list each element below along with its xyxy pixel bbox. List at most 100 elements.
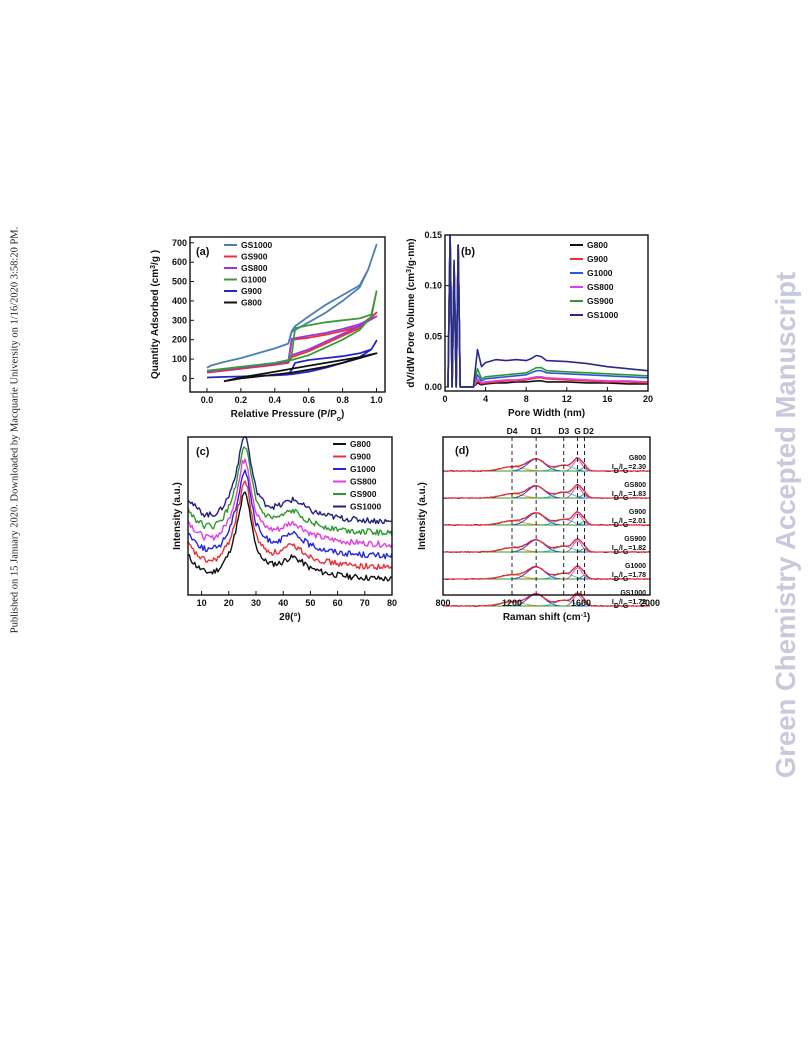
panel-a-series-line — [206, 290, 378, 372]
panel-d-sample-label: G800 — [629, 455, 646, 462]
panel-d-ratio-label-part: =1.78 — [628, 572, 646, 579]
panel-d-ratio-label: ID/IG=1.72 — [612, 599, 646, 610]
panel-d-ratio-label: ID/IG=1.78 — [612, 572, 646, 583]
panel-a-isotherms: 0.0 0.2 0.4 0.6 0.8 1.0 0 100 200 300 400 500 600 700… — [150, 236, 386, 423]
panel-d-ratio-label-part: =1.83 — [628, 491, 646, 498]
panel-d-x-axis-title-part: Raman shift (cm — [503, 612, 581, 623]
panel-a-xtick-label: 1.0 — [370, 395, 383, 405]
panel-d-ratio-label-part: D — [614, 468, 619, 475]
panel-d-sample-label: GS800 — [624, 482, 646, 489]
panel-a-xtick-label: 0.0 — [201, 395, 214, 405]
panel-d-x-axis-title-part: ) — [587, 612, 590, 623]
panel-d-spectrum — [442, 565, 651, 581]
panel-d-band-label: D3 — [558, 426, 569, 436]
panel-c-label: (c) — [196, 446, 210, 458]
panel-d-fit-line — [443, 592, 650, 607]
panel-b-legend-label: GS800 — [587, 282, 614, 292]
panel-b-x-axis-title: Pore Width (nm) — [508, 408, 585, 419]
panel-a-y-axis-title-part: 3 — [150, 265, 157, 269]
panel-a-ytick-label: 700 — [172, 238, 187, 248]
panel-d-ratio-label-part: G — [623, 522, 629, 529]
panel-a-series-line — [206, 243, 378, 369]
panel-c-series-line — [187, 436, 393, 525]
panel-d-ratio-label: ID/IG=2.30 — [612, 464, 646, 475]
panel-b-ytick-label: 0.15 — [424, 230, 442, 240]
panel-a-ytick-label: 200 — [172, 335, 187, 345]
panel-d-ratio-label-part: /I — [619, 599, 623, 606]
panel-d-label: (d) — [455, 445, 469, 457]
panel-a-xtick-label: 0.2 — [235, 395, 248, 405]
panel-d-x-axis-title-part: -1 — [581, 612, 587, 619]
panel-c-legend-label: G1000 — [350, 464, 376, 474]
panel-c-legend-label: G800 — [350, 439, 371, 449]
panel-c-xrd: 10 20 30 40 50 60 70 80 (c) G800 G900 G1000 GS800 GS9… — [172, 436, 397, 623]
panel-a-legend-label: GS1000 — [241, 240, 272, 250]
panel-a-y-axis-title-part: /g ) — [150, 250, 161, 265]
accepted-manuscript-watermark: Green Chemistry Accepted Manuscript — [764, 240, 808, 810]
panel-b-pore-distribution: 0 4 8 12 16 20 0.00 0.05 0.10 0.15 (b) G800 G900 G100… — [406, 230, 654, 419]
panel-d-ratio-label-part: /I — [619, 464, 623, 471]
panel-a-legend-label: GS800 — [241, 263, 268, 273]
panel-c-series-line — [187, 458, 393, 548]
panel-d-ratio-label-part: I — [612, 599, 614, 606]
panel-a-label: (a) — [196, 246, 210, 258]
panel-c-xtick-label: 40 — [278, 598, 288, 608]
publication-side-note: Published on 15 January 2020. Downloaded… — [8, 225, 22, 635]
panel-b-xtick-label: 8 — [524, 394, 529, 404]
panel-d-ratio-label-part: D — [614, 549, 619, 556]
panel-c-xtick-label: 10 — [197, 598, 207, 608]
panel-a-ytick-label: 600 — [172, 257, 187, 267]
panel-c-xtick-label: 20 — [224, 598, 234, 608]
panel-b-legend-label: G900 — [587, 254, 608, 264]
panel-b-xtick-label: 12 — [562, 394, 572, 404]
panel-d-ratio-label-part: /I — [619, 491, 623, 498]
panel-a-y-axis-title-part: Quantity Adsorbed (cm — [150, 269, 161, 379]
panel-d-ratio-label-part: =2.01 — [628, 518, 646, 525]
panel-d-ratio-label-part: I — [612, 464, 614, 471]
panel-b-label: (b) — [461, 246, 475, 258]
panel-d-ratio-label-part: /I — [619, 572, 623, 579]
panel-d-sample-label: G1000 — [625, 563, 646, 570]
panel-d-xtick-label: 1200 — [502, 598, 522, 608]
panel-a-series-line — [206, 315, 378, 373]
panel-b-xtick-label: 4 — [483, 394, 488, 404]
panel-c-y-axis-title: Intensity (a.u.) — [172, 482, 183, 550]
panel-c-xtick-label: 60 — [333, 598, 343, 608]
panel-b-xtick-label: 0 — [442, 394, 447, 404]
panel-c-xtick-label: 30 — [251, 598, 261, 608]
panel-a-legend-label: GS900 — [241, 252, 268, 262]
publication-side-note-text: Published on 15 January 2020. Downloaded… — [9, 226, 21, 634]
panel-d-ratio-label-part: D — [614, 522, 619, 529]
panel-b-ytick-label: 0.00 — [424, 382, 442, 392]
panel-a-plot-frame — [189, 236, 386, 393]
panel-c-x-axis-title: 2θ(°) — [279, 612, 301, 623]
panel-a-legend-label: G1000 — [241, 275, 267, 285]
panel-a-xtick-label: 0.6 — [302, 395, 315, 405]
panel-d-fit-line — [443, 565, 650, 580]
panel-d-ratio-label-part: I — [612, 572, 614, 579]
panel-b-plot-frame — [444, 234, 649, 392]
panel-a-series-line — [223, 352, 378, 383]
panel-d-fit-line — [443, 457, 650, 472]
panel-a-xtick-label: 0.8 — [336, 395, 349, 405]
panel-c-series-line — [187, 469, 393, 560]
panel-d-ratio-label-part: D — [614, 603, 619, 610]
panel-b-xtick-label: 20 — [643, 394, 653, 404]
panel-d-ratio-label-part: I — [612, 491, 614, 498]
panel-b-legend-label: G800 — [587, 240, 608, 250]
panel-b-legend-label: GS1000 — [587, 310, 618, 320]
panel-c-series-line — [187, 480, 393, 571]
panel-b-lines — [447, 235, 648, 388]
panel-d-ratio-label: ID/IG=1.83 — [612, 491, 646, 502]
panel-d-xtick-label: 800 — [435, 598, 450, 608]
panel-d-ratio-label-part: =1.72 — [628, 599, 646, 606]
panel-b-y-axis-title-part: 3 — [406, 269, 413, 273]
panel-c-xtick-label: 80 — [387, 598, 397, 608]
panel-d-x-axis-title: Raman shift (cm-1) — [503, 612, 590, 624]
panel-d-ratio-label-part: =1.82 — [628, 545, 646, 552]
panel-d-ratio-label-part: D — [614, 576, 619, 583]
panel-b-y-axis-title: dV/dW Pore Volume (cm3/g·nm) — [406, 238, 418, 387]
panel-d-spectrum — [442, 484, 651, 500]
panel-b-series-line — [447, 235, 648, 388]
panel-d-xtick-label: 2000 — [640, 598, 660, 608]
